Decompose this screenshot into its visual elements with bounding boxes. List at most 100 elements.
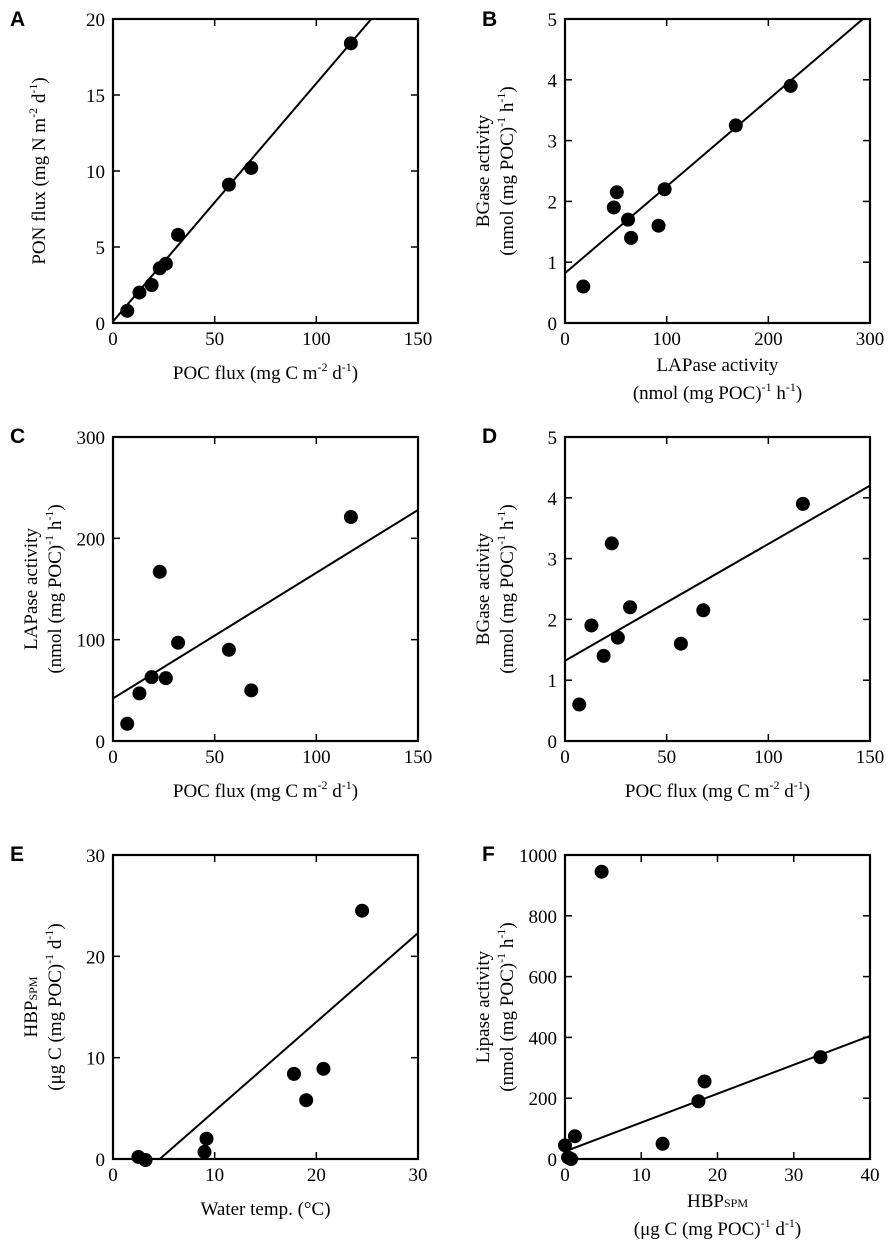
y-tick-label: 200 (77, 529, 106, 550)
x-axis-label-line: (nmol (mg POC)-1 h-1) (633, 380, 802, 404)
y-tick-label: 0 (96, 314, 106, 335)
data-point (795, 496, 810, 511)
data-point (606, 200, 621, 215)
data-point (221, 177, 236, 192)
data-point (120, 303, 135, 318)
data-point (564, 1152, 579, 1166)
x-axis-label: POC flux (mg C m-2 d-1) (173, 360, 358, 384)
data-point (623, 600, 638, 615)
data-point (171, 635, 186, 650)
data-point (355, 903, 370, 918)
data-point (655, 1136, 670, 1151)
data-point (244, 160, 259, 175)
y-tick-label: 400 (529, 1028, 558, 1049)
regression-line (565, 19, 865, 274)
y-tick-label: 0 (548, 1150, 558, 1171)
data-point (158, 256, 173, 271)
x-tick-label: 0 (108, 1165, 118, 1186)
data-point (158, 671, 173, 686)
x-tick-label: 150 (404, 329, 433, 350)
data-point (596, 648, 611, 663)
x-axis-label-line: HBPSPM (687, 1191, 748, 1212)
data-point (132, 686, 147, 701)
data-point (286, 1066, 301, 1081)
data-point (567, 1129, 582, 1144)
x-tick-label: 0 (560, 329, 570, 350)
panel-d: D 0 50 100 150 0 1 2 3 4 5 POC flux (mg C m-2 d-1) B… (473, 425, 884, 802)
data-point (343, 36, 358, 51)
data-point (152, 564, 167, 579)
data-point (621, 212, 636, 227)
data-point (813, 1050, 828, 1065)
y-tick-label: 100 (77, 631, 106, 652)
data-point (144, 670, 159, 685)
y-tick-label: 3 (548, 132, 558, 153)
x-tick-label: 100 (302, 329, 331, 350)
data-point (221, 642, 236, 657)
x-tick-label: 50 (205, 329, 224, 350)
x-tick-label: 50 (657, 747, 676, 768)
data-point (624, 230, 639, 245)
data-point (691, 1094, 706, 1109)
data-point (120, 716, 135, 731)
data-point (576, 279, 591, 294)
x-axis-label: POC flux (mg C m-2 d-1) (173, 778, 358, 802)
data-point (343, 510, 358, 525)
data-point (696, 603, 711, 618)
y-tick-label: 15 (86, 86, 105, 107)
y-tick-label: 20 (86, 10, 105, 31)
data-point (609, 185, 624, 200)
y-axis-label-line: BGase activity (473, 532, 494, 645)
plot-frame (111, 17, 420, 325)
regression-line (113, 509, 418, 700)
plot-frame (563, 853, 872, 1161)
panel-c: C 0 50 100 150 0 100 200 300 POC flux (mg C m-2 d… (10, 425, 432, 802)
data-point (299, 1093, 314, 1108)
x-tick-label: 0 (108, 329, 118, 350)
y-tick-label: 0 (96, 732, 106, 753)
x-tick-label: 20 (307, 1165, 326, 1186)
panel-letter: F (482, 843, 495, 866)
y-axis-label-line: (nmol (mg POC)-1 h-1) (494, 922, 518, 1091)
panel-letter: B (482, 8, 497, 31)
data-point (728, 118, 743, 133)
y-tick-label: 5 (548, 428, 558, 449)
data-point (316, 1061, 331, 1076)
y-tick-label: 2 (548, 610, 558, 631)
data-point (651, 218, 666, 233)
data-point (594, 864, 609, 879)
plot-frame (111, 435, 420, 743)
y-axis-label-line: PON flux (mg N m-2 d-1) (26, 77, 50, 264)
y-axis-label-line: (nmol (mg POC)-1 h-1) (494, 86, 518, 255)
y-tick-label: 1 (548, 671, 558, 692)
panel-letter: A (10, 8, 25, 31)
y-tick-label: 3 (548, 550, 558, 571)
y-tick-label: 5 (548, 10, 558, 31)
y-tick-label: 20 (86, 947, 105, 968)
data-point (199, 1131, 214, 1146)
x-axis-label-line: LAPase activity (657, 355, 779, 376)
data-point (657, 182, 672, 197)
x-tick-label: 100 (754, 747, 783, 768)
y-tick-label: 0 (96, 1150, 106, 1171)
x-axis-label: POC flux (mg C m-2 d-1) (625, 778, 810, 802)
x-tick-label: 10 (632, 1165, 651, 1186)
data-point (697, 1074, 712, 1089)
panel-letter: C (10, 425, 25, 448)
panel-letter: E (10, 843, 24, 866)
y-axis-label-line: Lipase activity (473, 950, 494, 1063)
data-point (604, 536, 619, 551)
y-axis-label-line: (nmol (mg POC)-1 h-1) (42, 504, 66, 673)
y-axis-label-line: BGase activity (473, 114, 494, 227)
x-tick-label: 30 (784, 1165, 803, 1186)
y-axis-label-line: LAPase activity (21, 528, 42, 650)
data-point (783, 78, 798, 93)
y-axis-label-line: (nmol (mg POC)-1 h-1) (494, 504, 518, 673)
y-tick-label: 4 (548, 71, 558, 92)
plot-frame (563, 435, 872, 743)
y-tick-label: 5 (96, 238, 106, 259)
panel-b: B 0 100 200 300 0 1 2 3 4 5 LAPase activity (nmol (m… (473, 8, 884, 404)
y-tick-label: 300 (77, 428, 106, 449)
